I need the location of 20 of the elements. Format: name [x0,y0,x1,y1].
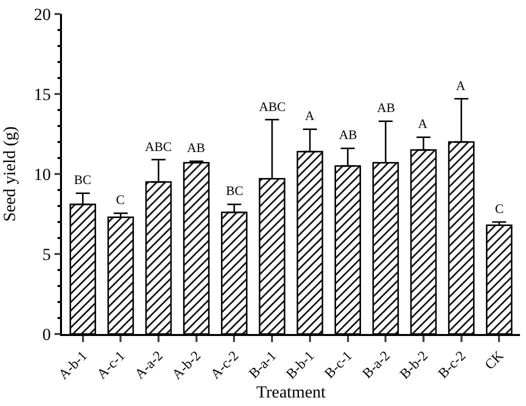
y-tick-label: 20 [34,4,51,24]
x-tick-label: CK [482,348,507,374]
annotation: A [305,108,315,123]
annotation: C [495,201,504,216]
y-axis-title: Seed yield (g) [0,126,19,222]
annotation: BC [226,183,244,198]
annotation: AB [339,127,358,142]
x-axis-title: Treatment [256,382,326,402]
annotation: AB [187,140,206,155]
y-tick-label: 10 [34,164,51,184]
y-tick-label: 0 [42,324,51,344]
annotation: ABC [259,99,286,114]
annotation: A [418,116,428,131]
y-tick-label: 5 [42,244,51,264]
annotation: ABC [145,139,172,154]
y-tick-label: 15 [34,84,51,104]
annotation: AB [377,100,396,115]
annotation: BC [74,172,92,187]
annotation: C [116,192,125,207]
annotation: A [456,78,466,93]
